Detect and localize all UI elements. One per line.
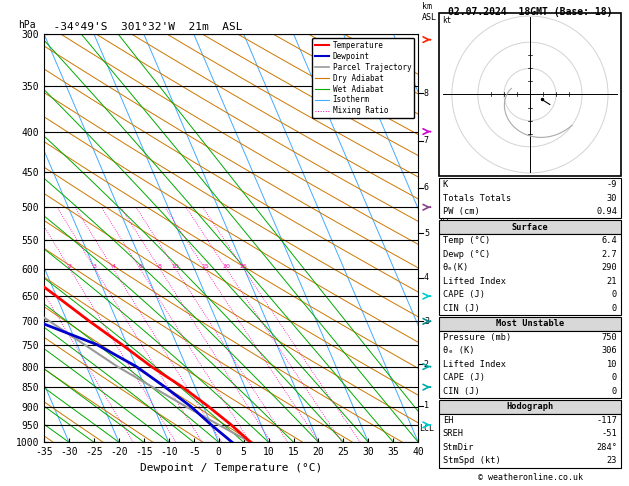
Bar: [439, 234, 621, 315]
Text: Surface: Surface: [511, 223, 548, 232]
Text: θₑ (K): θₑ (K): [443, 346, 474, 355]
Text: SREH: SREH: [443, 429, 464, 438]
Text: 0: 0: [612, 304, 617, 313]
Text: 0.94: 0.94: [596, 207, 617, 216]
Text: 2.7: 2.7: [601, 250, 617, 259]
Text: 20: 20: [223, 264, 231, 269]
Bar: [439, 414, 621, 468]
Text: -34°49'S  301°32'W  21m  ASL: -34°49'S 301°32'W 21m ASL: [40, 22, 243, 32]
Text: CIN (J): CIN (J): [443, 387, 479, 396]
Text: 23: 23: [606, 456, 617, 465]
Text: 7: 7: [424, 136, 429, 145]
Text: K: K: [443, 180, 448, 189]
Text: StmDir: StmDir: [443, 443, 474, 452]
Text: EH: EH: [443, 416, 454, 425]
Legend: Temperature, Dewpoint, Parcel Trajectory, Dry Adiabat, Wet Adiabat, Isotherm, Mi: Temperature, Dewpoint, Parcel Trajectory…: [312, 38, 415, 119]
Text: 2: 2: [68, 264, 72, 269]
Text: 5: 5: [424, 229, 429, 238]
Text: CIN (J): CIN (J): [443, 304, 479, 313]
Text: 30: 30: [606, 194, 617, 203]
Text: 8: 8: [158, 264, 162, 269]
Text: StmSpd (kt): StmSpd (kt): [443, 456, 501, 465]
Text: CAPE (J): CAPE (J): [443, 373, 485, 382]
Text: 8: 8: [424, 88, 429, 98]
Text: Mixing Ratio (g/kg): Mixing Ratio (g/kg): [440, 191, 449, 286]
Text: LCL: LCL: [419, 424, 433, 433]
Text: Totals Totals: Totals Totals: [443, 194, 511, 203]
Text: 25: 25: [240, 264, 248, 269]
Bar: [439, 13, 621, 176]
Text: kt: kt: [442, 16, 451, 25]
Text: © weatheronline.co.uk: © weatheronline.co.uk: [478, 473, 583, 482]
Bar: [439, 400, 621, 414]
Text: 290: 290: [601, 263, 617, 272]
Text: 6: 6: [424, 183, 429, 192]
X-axis label: Dewpoint / Temperature (°C): Dewpoint / Temperature (°C): [140, 463, 322, 473]
Text: 02.07.2024  18GMT (Base: 18): 02.07.2024 18GMT (Base: 18): [448, 7, 613, 17]
Text: Most Unstable: Most Unstable: [496, 319, 564, 328]
Text: Dewp (°C): Dewp (°C): [443, 250, 490, 259]
Bar: [439, 221, 621, 234]
Text: 3: 3: [424, 317, 429, 326]
Text: CAPE (J): CAPE (J): [443, 290, 485, 299]
Text: 750: 750: [601, 333, 617, 342]
Text: 3: 3: [93, 264, 97, 269]
Text: 10: 10: [606, 360, 617, 369]
Text: 0: 0: [612, 373, 617, 382]
Text: 0: 0: [612, 290, 617, 299]
Text: 284°: 284°: [596, 443, 617, 452]
Text: 6: 6: [138, 264, 142, 269]
Text: Pressure (mb): Pressure (mb): [443, 333, 511, 342]
Text: Hodograph: Hodograph: [506, 402, 554, 411]
Text: 4: 4: [111, 264, 115, 269]
Text: 4: 4: [424, 274, 429, 282]
Text: 6.4: 6.4: [601, 236, 617, 245]
Text: -9: -9: [606, 180, 617, 189]
Text: θₑ(K): θₑ(K): [443, 263, 469, 272]
Text: 15: 15: [201, 264, 209, 269]
Bar: [439, 317, 621, 330]
Text: -51: -51: [601, 429, 617, 438]
Text: hPa: hPa: [18, 20, 35, 30]
Bar: [439, 178, 621, 219]
Text: km
ASL: km ASL: [422, 2, 437, 22]
Text: 21: 21: [606, 277, 617, 286]
Bar: [439, 330, 621, 398]
Text: 0: 0: [612, 387, 617, 396]
Text: 2: 2: [424, 360, 429, 369]
Text: Lifted Index: Lifted Index: [443, 277, 506, 286]
Text: Lifted Index: Lifted Index: [443, 360, 506, 369]
Text: 10: 10: [172, 264, 179, 269]
Text: PW (cm): PW (cm): [443, 207, 479, 216]
Text: Temp (°C): Temp (°C): [443, 236, 490, 245]
Text: 306: 306: [601, 346, 617, 355]
Text: -117: -117: [596, 416, 617, 425]
Text: 1: 1: [424, 401, 429, 410]
